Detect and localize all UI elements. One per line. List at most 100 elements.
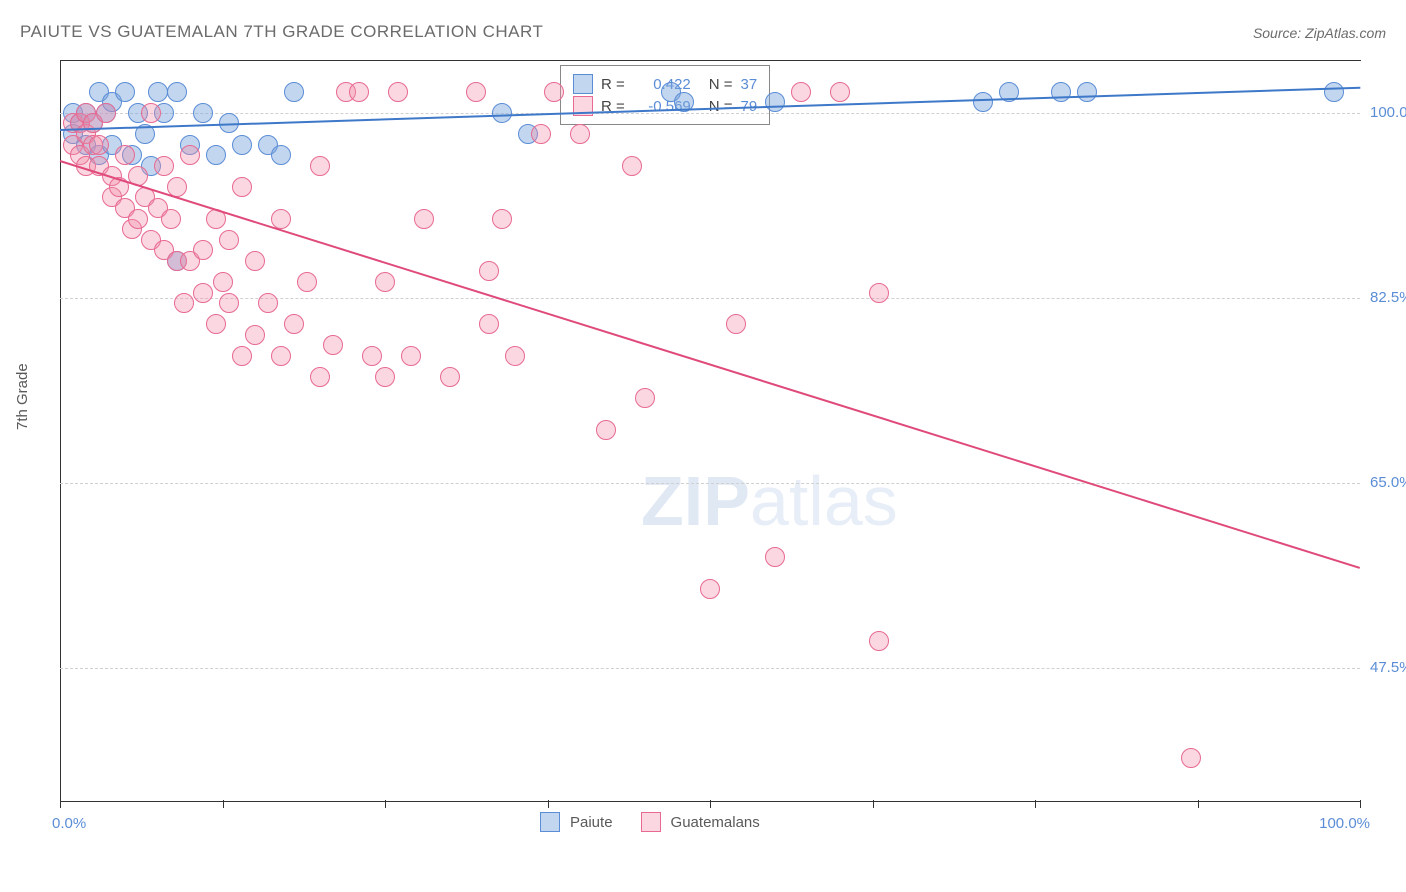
scatter-point: [635, 388, 655, 408]
scatter-point: [148, 82, 168, 102]
scatter-point: [570, 124, 590, 144]
x-tick: [385, 800, 386, 808]
scatter-point: [193, 283, 213, 303]
scatter-point: [258, 293, 278, 313]
x-tick: [60, 800, 61, 808]
scatter-point: [310, 156, 330, 176]
scatter-point: [193, 240, 213, 260]
scatter-point: [765, 547, 785, 567]
scatter-point: [128, 209, 148, 229]
y-tick-label: 82.5%: [1370, 289, 1406, 306]
scatter-point: [206, 145, 226, 165]
scatter-point: [765, 92, 785, 112]
x-tick: [1035, 800, 1036, 808]
scatter-point: [726, 314, 746, 334]
source-label: Source: ZipAtlas.com: [1253, 25, 1386, 41]
scatter-point: [161, 209, 181, 229]
scatter-point: [544, 82, 564, 102]
scatter-point: [973, 92, 993, 112]
scatter-point: [297, 272, 317, 292]
scatter-point: [466, 82, 486, 102]
scatter-point: [219, 230, 239, 250]
x-axis-label-max: 100.0%: [1319, 815, 1370, 832]
chart-title: PAIUTE VS GUATEMALAN 7TH GRADE CORRELATI…: [20, 22, 543, 42]
x-tick: [710, 800, 711, 808]
scatter-point: [167, 82, 187, 102]
legend-r-prefix: R =: [601, 76, 625, 93]
scatter-point: [245, 251, 265, 271]
scatter-point: [830, 82, 850, 102]
scatter-point: [492, 209, 512, 229]
y-tick-label: 47.5%: [1370, 659, 1406, 676]
x-tick: [223, 800, 224, 808]
scatter-point: [174, 293, 194, 313]
legend-swatch: [573, 74, 593, 94]
scatter-point: [213, 272, 233, 292]
scatter-point: [596, 420, 616, 440]
scatter-point: [232, 135, 252, 155]
scatter-point: [492, 103, 512, 123]
scatter-point: [284, 82, 304, 102]
scatter-point: [791, 82, 811, 102]
scatter-point: [232, 346, 252, 366]
x-axis-label-min: 0.0%: [52, 815, 86, 832]
scatter-point: [1324, 82, 1344, 102]
scatter-point: [245, 325, 265, 345]
legend-swatch: [540, 812, 560, 832]
x-tick: [1360, 800, 1361, 808]
scatter-point: [349, 82, 369, 102]
x-tick: [548, 800, 549, 808]
scatter-point: [115, 145, 135, 165]
scatter-point: [1181, 748, 1201, 768]
scatter-point: [479, 261, 499, 281]
chart-container: PAIUTE VS GUATEMALAN 7TH GRADE CORRELATI…: [0, 0, 1406, 892]
scatter-point: [700, 579, 720, 599]
legend-n-prefix: N =: [709, 76, 733, 93]
scatter-point: [505, 346, 525, 366]
scatter-point: [310, 367, 330, 387]
y-axis-label: 7th Grade: [14, 363, 31, 430]
scatter-point: [96, 103, 116, 123]
scatter-point: [89, 135, 109, 155]
scatter-point: [622, 156, 642, 176]
scatter-point: [206, 314, 226, 334]
scatter-point: [375, 272, 395, 292]
scatter-point: [115, 82, 135, 102]
y-tick-label: 100.0%: [1370, 104, 1406, 121]
x-tick: [1198, 800, 1199, 808]
scatter-point: [323, 335, 343, 355]
scatter-point: [180, 145, 200, 165]
legend-n-value: 37: [741, 76, 758, 93]
scatter-point: [531, 124, 551, 144]
x-tick: [873, 800, 874, 808]
y-tick-label: 65.0%: [1370, 474, 1406, 491]
scatter-point: [1051, 82, 1071, 102]
scatter-point: [1077, 82, 1097, 102]
scatter-point: [388, 82, 408, 102]
scatter-point: [154, 156, 174, 176]
scatter-point: [869, 631, 889, 651]
scatter-point: [401, 346, 421, 366]
legend-swatch: [641, 812, 661, 832]
series-legend: Paiute Guatemalans: [540, 812, 778, 832]
gridline: [60, 298, 1360, 299]
gridline: [60, 113, 1360, 114]
legend-series-label: Guatemalans: [671, 814, 760, 831]
gridline: [60, 483, 1360, 484]
scatter-point: [479, 314, 499, 334]
scatter-point: [271, 145, 291, 165]
watermark: ZIPatlas: [641, 461, 898, 541]
scatter-point: [219, 293, 239, 313]
legend-series-label: Paiute: [570, 814, 613, 831]
scatter-point: [193, 103, 213, 123]
scatter-point: [232, 177, 252, 197]
scatter-point: [375, 367, 395, 387]
scatter-point: [440, 367, 460, 387]
gridline: [60, 668, 1360, 669]
scatter-point: [271, 209, 291, 229]
plot-area: ZIPatlas: [60, 60, 1361, 802]
scatter-point: [141, 103, 161, 123]
scatter-point: [869, 283, 889, 303]
scatter-point: [362, 346, 382, 366]
scatter-point: [284, 314, 304, 334]
